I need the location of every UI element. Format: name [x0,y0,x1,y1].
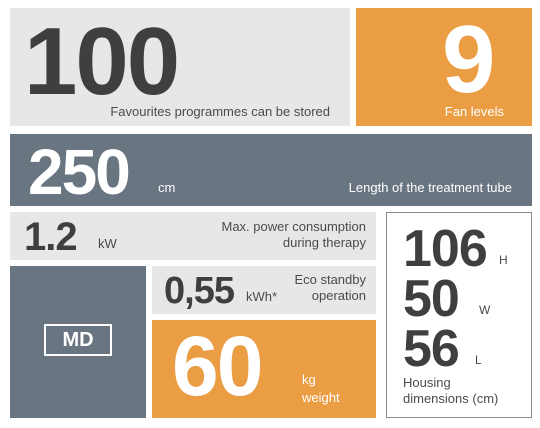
housing-width-value: 50 [403,270,460,328]
housing-height-value: 106 [403,220,488,278]
power-label: Max. power consumption during therapy [221,219,366,252]
eco-label-line2: operation [311,288,366,304]
power-unit: kW [98,236,117,251]
eco-standby-tile: 0,55 kWh* Eco standby operation [152,266,376,314]
power-label-line1: Max. power consumption [221,219,366,234]
housing-label-line2: dimensions (cm) [403,391,499,407]
tube-length-value: 250 [28,136,131,208]
tube-length-unit: cm [158,180,176,195]
md-badge: MD [44,324,112,356]
favourites-label: Favourites programmes can be stored [110,104,330,119]
tube-length-label: Length of the treatment tube [348,180,512,195]
power-label-line2: during therapy [282,235,366,251]
fan-levels-value: 9 [442,6,495,113]
housing-dimensions-tile: 106 H 50 W 56 L Housing dimensions (cm) [386,212,532,418]
weight-label: weight [302,390,340,405]
eco-standby-label: Eco standby operation [294,272,366,305]
housing-length-value: 56 [403,320,460,378]
fan-levels-label: Fan levels [444,104,504,119]
housing-label-line1: Housing [403,375,451,390]
weight-tile: 60 kg weight [152,320,376,418]
power-value: 1.2 [24,215,78,259]
eco-standby-value: 0,55 [164,270,235,312]
housing-height-unit: H [499,253,508,267]
housing-label: Housing dimensions (cm) [403,375,498,408]
power-consumption-tile: 1.2 kW Max. power consumption during the… [10,212,376,260]
eco-label-line1: Eco standby [294,272,366,287]
md-tile: MD [10,266,146,418]
favourites-value: 100 [24,8,180,115]
weight-unit: kg [302,372,316,387]
eco-standby-unit: kWh* [246,289,278,304]
housing-width-unit: W [479,303,491,317]
housing-length-unit: L [475,353,482,367]
weight-value: 60 [172,319,263,413]
favourites-tile: 100 Favourites programmes can be stored [10,8,350,126]
fan-levels-tile: 9 Fan levels [356,8,532,126]
tube-length-tile: 250 cm Length of the treatment tube [10,134,532,206]
